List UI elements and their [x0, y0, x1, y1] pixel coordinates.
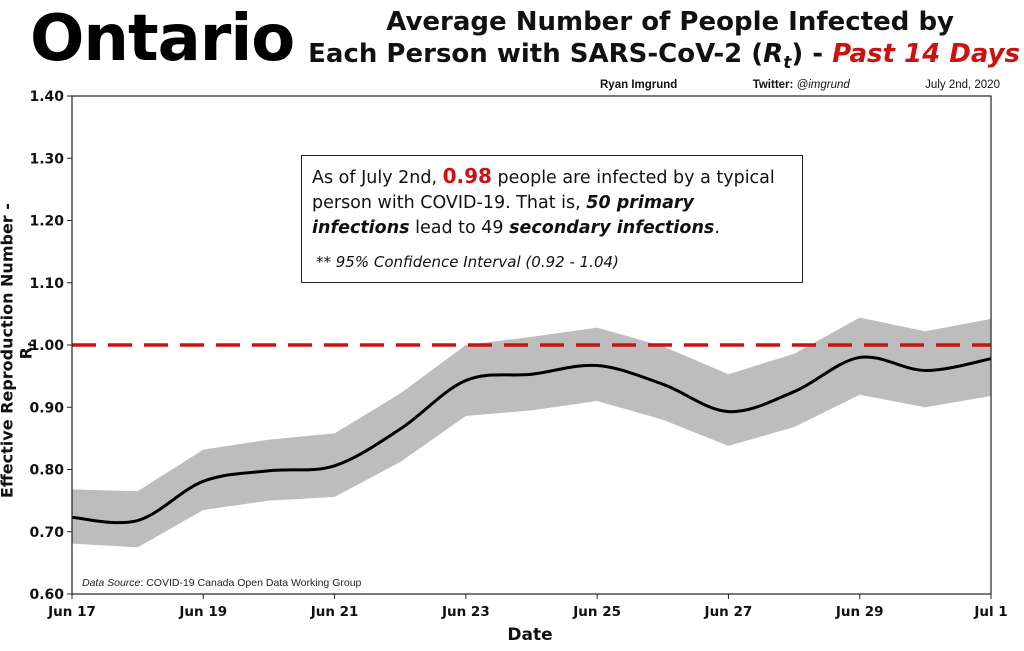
confidence-band-group	[72, 317, 991, 548]
y-axis-label: Effective Reproduction Number - Rt	[0, 203, 39, 499]
x-tick-label: Jun 21	[310, 604, 359, 620]
byline: Ryan Imgrund Twitter: @imgrund July 2nd,…	[600, 79, 1000, 91]
x-tick-label: Jun 17	[47, 604, 96, 620]
title-line-2: Each Person with SARS-CoV-2 (Rt) - Past …	[308, 39, 1020, 74]
y-tick-label: 1.30	[29, 151, 64, 167]
annotation-box: As of July 2nd, 0.98 people are infected…	[301, 155, 803, 283]
y-tick-label: 0.80	[29, 463, 64, 479]
axes-group: 0.60 0.70 0.80 0.90 1.00 1.10 1.20 1.30 1.40 Jun …	[29, 89, 1007, 620]
byline-date: July 2nd, 2020	[925, 79, 1000, 91]
chart-title: Average Number of People Infected by Eac…	[300, 6, 1020, 79]
province-title: Ontario	[30, 2, 295, 76]
x-tick-label: Jun 25	[572, 604, 621, 620]
x-tick-label: Jun 23	[441, 604, 490, 620]
x-tick-label: Jun 19	[178, 604, 227, 620]
y-tick-label: 1.20	[29, 214, 64, 230]
y-tick-label: 0.70	[29, 525, 64, 541]
y-tick-label: 1.00	[29, 338, 64, 354]
annotation-value: 0.98	[442, 164, 492, 188]
x-axis-label: Date	[507, 625, 553, 645]
title-line-1: Average Number of People Infected by	[386, 7, 954, 37]
x-tick-label: Jun 29	[835, 604, 884, 620]
confidence-band	[72, 317, 991, 548]
y-tick-label: 1.40	[29, 89, 64, 105]
twitter: Twitter: @imgrund	[752, 79, 850, 91]
author: Ryan Imgrund	[600, 79, 678, 91]
y-tick-label: 0.90	[29, 400, 64, 416]
y-tick-label: 1.10	[29, 276, 64, 292]
confidence-interval-note: ** 95% Confidence Interval (0.92 - 1.04)	[316, 253, 619, 271]
title-highlight: Past 14 Days	[832, 39, 1020, 69]
annotation-text: As of July 2nd, 0.98 people are infected…	[312, 164, 775, 238]
y-tick-label: 0.60	[29, 587, 64, 603]
x-tick-label: Jun 27	[704, 604, 753, 620]
series-line-group	[71, 355, 992, 525]
data-source: Data Source: COVID-19 Canada Open Data W…	[82, 577, 362, 589]
x-tick-label: Jul 1	[973, 604, 1007, 620]
